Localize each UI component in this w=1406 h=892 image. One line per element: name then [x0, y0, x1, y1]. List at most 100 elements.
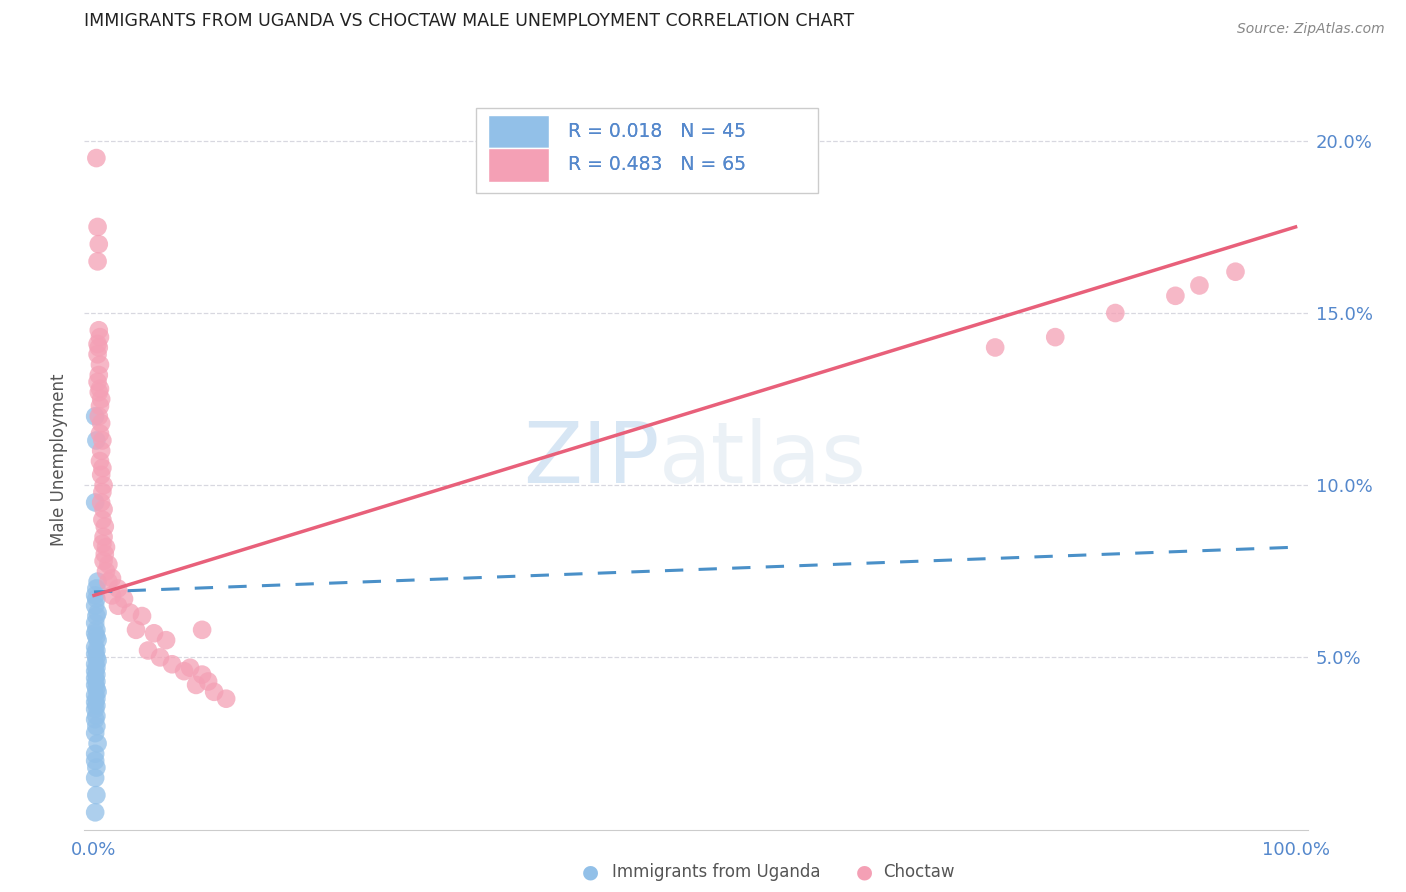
Point [107, 582, 129, 596]
Point [84, 647, 107, 661]
Point [149, 650, 172, 665]
Point [86, 347, 108, 361]
FancyBboxPatch shape [475, 108, 818, 193]
Point [131, 609, 153, 624]
Point [84, 657, 107, 672]
Point [94, 540, 117, 554]
FancyBboxPatch shape [488, 148, 550, 182]
Point [89, 454, 111, 468]
Point [84, 599, 107, 613]
Point [1164, 289, 1187, 303]
Point [84, 805, 107, 820]
Point [84, 771, 107, 785]
Point [87, 237, 110, 252]
Point [86, 633, 108, 648]
Point [86, 609, 108, 624]
Point [84, 615, 107, 630]
Point [86, 674, 108, 689]
Point [93, 530, 115, 544]
Point [112, 591, 135, 606]
Point [107, 599, 129, 613]
Point [86, 761, 108, 775]
Point [215, 691, 238, 706]
Point [84, 702, 107, 716]
Point [90, 443, 112, 458]
Point [86, 650, 108, 665]
Point [84, 747, 107, 761]
Point [90, 467, 112, 482]
Text: Immigrants from Uganda: Immigrants from Uganda [612, 863, 820, 881]
Point [84, 695, 107, 709]
Point [184, 678, 207, 692]
Point [101, 571, 124, 585]
Point [91, 485, 114, 500]
Point [84, 409, 107, 424]
Point [91, 537, 114, 551]
Text: ZIP: ZIP [523, 417, 659, 501]
Point [143, 626, 166, 640]
Point [86, 591, 108, 606]
Point [101, 588, 124, 602]
Point [197, 674, 219, 689]
Text: Source: ZipAtlas.com: Source: ZipAtlas.com [1237, 22, 1385, 37]
Text: IMMIGRANTS FROM UGANDA VS CHOCTAW MALE UNEMPLOYMENT CORRELATION CHART: IMMIGRANTS FROM UGANDA VS CHOCTAW MALE U… [84, 12, 855, 30]
Point [84, 712, 107, 726]
Point [191, 667, 214, 681]
Point [90, 495, 112, 509]
Point [86, 719, 108, 733]
Point [86, 667, 108, 681]
Point [97, 574, 120, 589]
Text: ●: ● [582, 863, 599, 882]
Point [86, 685, 108, 699]
Point [86, 337, 108, 351]
Text: R = 0.018   N = 45: R = 0.018 N = 45 [568, 122, 745, 141]
Point [86, 630, 108, 644]
Text: Choctaw: Choctaw [883, 863, 955, 881]
Point [89, 330, 111, 344]
Point [94, 519, 117, 533]
Point [1188, 278, 1211, 293]
Point [86, 219, 108, 234]
Point [86, 606, 108, 620]
Point [97, 558, 120, 572]
Point [1225, 265, 1247, 279]
Point [94, 564, 117, 578]
Point [86, 654, 108, 668]
Point [84, 640, 107, 654]
Point [984, 341, 1007, 355]
Point [202, 685, 225, 699]
Point [89, 399, 111, 413]
Point [86, 574, 108, 589]
Point [84, 626, 107, 640]
Point [93, 502, 115, 516]
Point [86, 709, 108, 723]
Point [160, 657, 183, 672]
Point [118, 606, 141, 620]
Text: R = 0.483   N = 65: R = 0.483 N = 65 [568, 155, 745, 174]
Point [87, 323, 110, 337]
Point [86, 151, 108, 165]
Text: atlas: atlas [659, 417, 868, 501]
Point [87, 368, 110, 382]
Point [84, 688, 107, 702]
Point [86, 254, 108, 268]
Point [84, 671, 107, 685]
Point [86, 582, 108, 596]
Point [93, 478, 115, 492]
Point [87, 385, 110, 400]
Point [91, 434, 114, 448]
Text: ●: ● [856, 863, 873, 882]
Point [86, 375, 108, 389]
Point [86, 623, 108, 637]
Point [89, 358, 111, 372]
Point [84, 495, 107, 509]
Point [87, 409, 110, 424]
Point [86, 643, 108, 657]
Text: R = 0.018   N = 45: R = 0.018 N = 45 [568, 122, 745, 141]
Point [91, 513, 114, 527]
Point [86, 691, 108, 706]
Point [91, 461, 114, 475]
Point [125, 623, 148, 637]
Point [191, 623, 214, 637]
Point [86, 661, 108, 675]
